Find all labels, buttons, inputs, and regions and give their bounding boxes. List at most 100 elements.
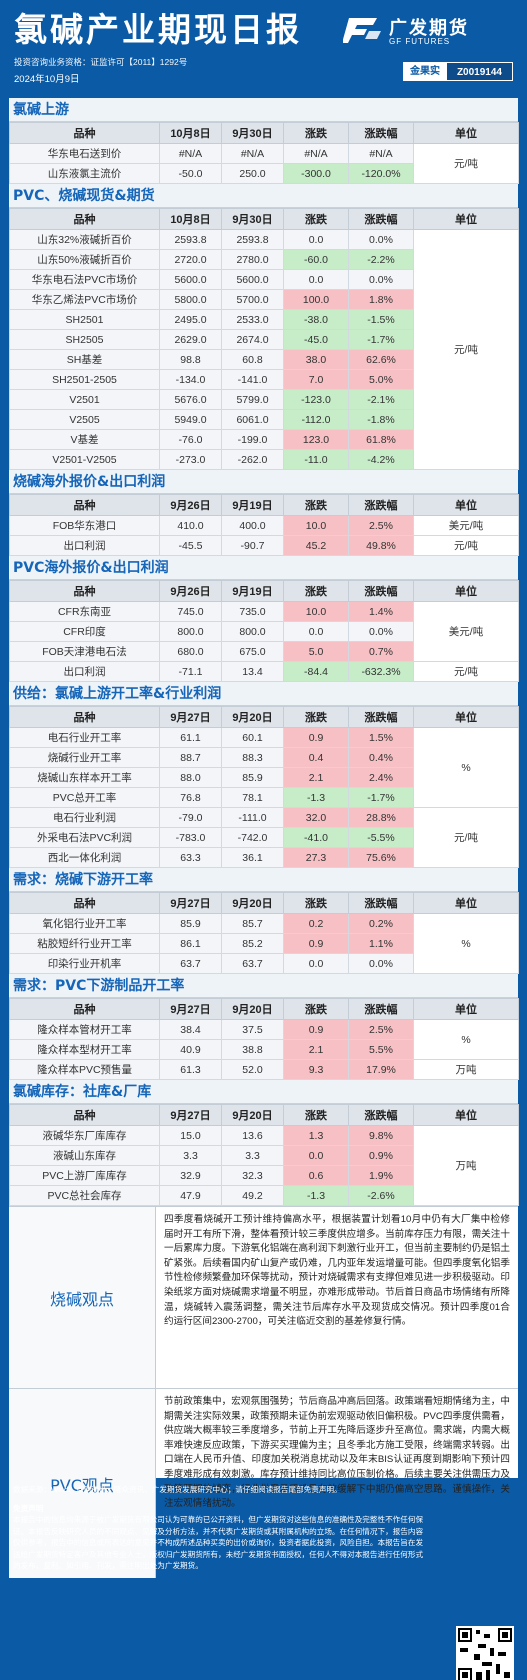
current-value: -79.0 [159, 807, 222, 828]
current-value: -50.0 [159, 163, 222, 184]
current-value: 86.1 [159, 933, 222, 954]
previous-value: 400.0 [221, 515, 284, 536]
view-text: 四季度看烧碱开工预计维持偏高水平，根据装置计划看10月中仍有大厂集中检修届时开工… [164, 1214, 510, 1328]
previous-value: 3.3 [221, 1145, 284, 1166]
previous-value: 5799.0 [221, 389, 284, 410]
previous-value: 675.0 [221, 641, 284, 662]
current-value: 61.3 [159, 1059, 222, 1080]
column-header: 涨跌幅 [348, 122, 414, 144]
table-row: FOB华东港口 410.0 400.0 10.0 2.5% 美元/吨 [9, 515, 519, 536]
view-text: 节前政策集中，宏观氛围强势；节后商品冲高后回落。政策端看短期情绪为主，中期需关注… [164, 1396, 510, 1510]
unit-cell: % [413, 727, 519, 808]
view-label: 烧碱观点 [9, 1207, 156, 1388]
current-value: 5676.0 [159, 389, 222, 410]
change-value: -45.0 [283, 329, 349, 350]
section-title: 需求：PVC下游制品开工率 [9, 974, 518, 998]
report-footer: 数据来源：Wind、卓创资讯、隆众资讯、广发期货发展研究中心；请仔细阅读报告尾部… [9, 1480, 518, 1680]
table-row: V基差 -76.0 -199.0 123.0 61.8% [9, 429, 519, 450]
current-value: 680.0 [159, 641, 222, 662]
section-title: PVC海外报价&出口利润 [9, 556, 518, 580]
previous-value: 78.1 [221, 787, 284, 808]
previous-value: 85.7 [221, 913, 284, 934]
row-name: CFR印度 [9, 621, 160, 642]
row-name: 西北一体化利润 [9, 847, 160, 868]
change-percent: 0.9% [348, 1145, 414, 1166]
row-name: V2501-V2505 [9, 449, 160, 470]
previous-value: -111.0 [221, 807, 284, 828]
row-name: 烧碱行业开工率 [9, 747, 160, 768]
change-value: 0.2 [283, 913, 349, 934]
table-row: 华东电石送到价 #N/A #N/A #N/A #N/A 元/吨 [9, 143, 519, 184]
row-name: 华东电石送到价 [9, 143, 160, 164]
column-header: 涨跌 [283, 122, 349, 144]
price-table: 品种 10月8日 9月30日 涨跌 涨跌幅 单位 华东电石送到价 #N/A #N/A #N/A #N… [9, 122, 519, 184]
unit-cell: 元/吨 [413, 661, 519, 682]
change-value: 27.3 [283, 847, 349, 868]
change-percent: 5.0% [348, 369, 414, 390]
price-table: 品种 9月26日 9月19日 涨跌 涨跌幅 单位 FOB华东港口 410.0 400.0 10.0… [9, 494, 519, 556]
unit-cell: 元/吨 [413, 143, 519, 184]
column-header: 品种 [9, 580, 160, 602]
section: 氯碱上游 品种 10月8日 9月30日 涨跌 涨跌幅 单位 华东电石送到价 #N/A #N/A #N… [9, 98, 519, 184]
current-value: -134.0 [159, 369, 222, 390]
change-value: -11.0 [283, 449, 349, 470]
report-title: 氯碱产业期现日报 [14, 10, 302, 49]
current-value: 410.0 [159, 515, 222, 536]
current-value: 3.3 [159, 1145, 222, 1166]
column-header: 10月8日 [159, 208, 222, 230]
column-header: 涨跌 [283, 1104, 349, 1126]
column-header: 单位 [413, 122, 519, 144]
change-percent: 1.1% [348, 933, 414, 954]
change-percent: 0.2% [348, 913, 414, 934]
change-value: 0.0 [283, 229, 349, 250]
change-percent: -1.8% [348, 409, 414, 430]
column-header: 涨跌幅 [348, 580, 414, 602]
column-header: 涨跌 [283, 998, 349, 1020]
row-name: PVC上游厂库库存 [9, 1165, 160, 1186]
column-header: 涨跌幅 [348, 998, 414, 1020]
section-title: PVC、烧碱现货&期货 [9, 184, 518, 208]
change-percent: 61.8% [348, 429, 414, 450]
market-view-block: 烧碱观点 四季度看烧碱开工预计维持偏高水平，根据装置计划看10月中仍有大厂集中检修… [9, 1206, 518, 1388]
unit-cell: 元/吨 [413, 807, 519, 868]
report-date: 2024年10月9日 [14, 74, 80, 85]
previous-value: 800.0 [221, 621, 284, 642]
table-row: 华东电石法PVC市场价 5600.0 5600.0 0.0 0.0% [9, 269, 519, 290]
column-header: 9月20日 [221, 892, 284, 914]
table-header-row: 品种 10月8日 9月30日 涨跌 涨跌幅 单位 [9, 122, 519, 144]
table-row: 隆众样本PVC预售量 61.3 52.0 9.3 17.9% 万吨 [9, 1059, 519, 1080]
column-header: 单位 [413, 892, 519, 914]
change-value: -41.0 [283, 827, 349, 848]
unit-cell: 元/吨 [413, 229, 519, 470]
column-header: 9月26日 [159, 494, 222, 516]
column-header: 9月27日 [159, 892, 222, 914]
row-name: 液碱山东库存 [9, 1145, 160, 1166]
change-value: -112.0 [283, 409, 349, 430]
change-percent: -120.0% [348, 163, 414, 184]
change-percent: 1.9% [348, 1165, 414, 1186]
row-name: CFR东南亚 [9, 601, 160, 622]
row-name: 电石行业利润 [9, 807, 160, 828]
unit-cell: % [413, 913, 519, 974]
change-value: -84.4 [283, 661, 349, 682]
previous-value: 2780.0 [221, 249, 284, 270]
license-text: 投资咨询业务资格：证监许可【2011】1292号 [14, 57, 188, 67]
previous-value: -141.0 [221, 369, 284, 390]
change-percent: -632.3% [348, 661, 414, 682]
column-header: 单位 [413, 706, 519, 728]
change-value: 1.3 [283, 1125, 349, 1146]
current-value: 38.4 [159, 1019, 222, 1040]
current-value: 88.0 [159, 767, 222, 788]
unit-cell: 万吨 [413, 1125, 519, 1206]
row-name: 外采电石法PVC利润 [9, 827, 160, 848]
price-table: 品种 9月27日 9月20日 涨跌 涨跌幅 单位 隆众样本管材开工率 38.4 37.5 0.9 2… [9, 998, 519, 1080]
table-row: V2501-V2505 -273.0 -262.0 -11.0 -4.2% [9, 449, 519, 470]
table-header-row: 品种 9月26日 9月19日 涨跌 涨跌幅 单位 [9, 580, 519, 602]
column-header: 9月20日 [221, 1104, 284, 1126]
row-name: PVC总开工率 [9, 787, 160, 808]
change-value: 0.9 [283, 727, 349, 748]
current-value: 800.0 [159, 621, 222, 642]
change-percent: -1.7% [348, 329, 414, 350]
current-value: -71.1 [159, 661, 222, 682]
change-percent: 75.6% [348, 847, 414, 868]
